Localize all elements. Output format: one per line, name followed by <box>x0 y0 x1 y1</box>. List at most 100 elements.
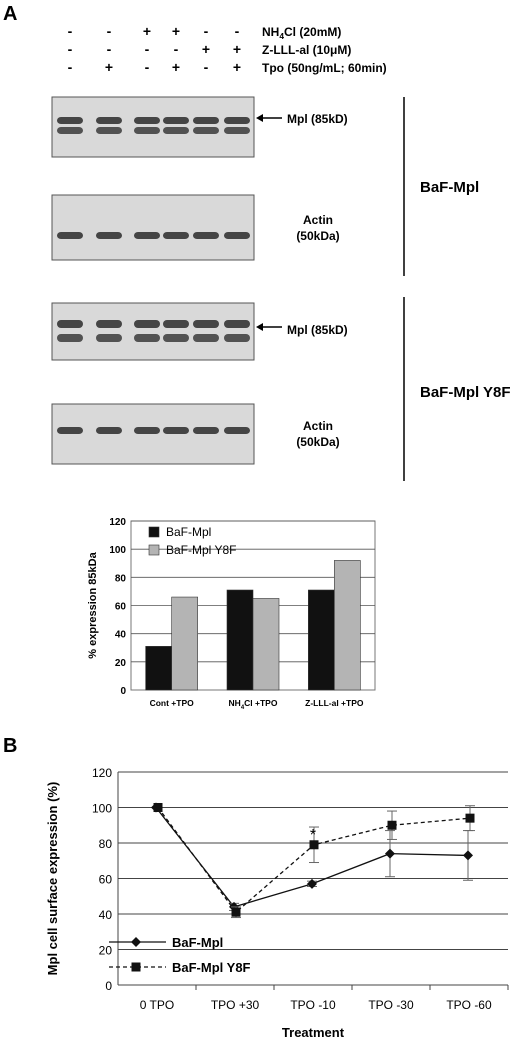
panel-a-letter: A <box>3 3 17 25</box>
blot-band <box>57 334 83 342</box>
treatment-sign: - <box>204 59 209 75</box>
y-tick-label: 60 <box>115 602 127 613</box>
bar-baf-mpl-y8f <box>171 596 198 691</box>
actin-label-bottom: Actin <box>303 419 333 433</box>
treatment-sign: + <box>233 41 241 57</box>
blot-band <box>224 334 250 342</box>
treatment-sign: + <box>143 23 151 39</box>
actin-label-top: Actin <box>303 213 333 227</box>
blot-band <box>224 232 250 239</box>
y-tick-label: 80 <box>99 837 113 851</box>
blot-mpl-top <box>51 96 255 158</box>
blot-band <box>96 127 122 134</box>
blot-band <box>57 117 83 124</box>
blot-band <box>224 117 250 124</box>
cell-line-label-bottom: BaF-Mpl Y8F <box>420 384 511 401</box>
legend-marker-square <box>131 962 141 972</box>
line-chart: 0 20 40 60 80 100 120 0 TPO TPO +30 TPO -10 TPO -3… <box>45 766 509 1040</box>
treatment-sign: - <box>145 41 150 57</box>
blot-band <box>163 427 189 434</box>
bar-chart: 0 20 40 60 80 100 120 Cont +TPO NH4Cl +TPO Z-LLL-… <box>87 517 376 711</box>
blot-band <box>96 232 122 239</box>
treatment-sign: + <box>202 41 210 57</box>
blot-band <box>57 232 83 239</box>
legend-swatch <box>148 526 160 538</box>
y-tick-label: 80 <box>115 573 127 584</box>
x-axis-label: Treatment <box>282 1025 345 1040</box>
y-tick-label: 120 <box>92 766 112 780</box>
bar-baf-mpl <box>226 589 254 691</box>
y-tick-label: 20 <box>115 658 127 669</box>
treatment-sign: - <box>68 41 73 57</box>
treatment-sign: + <box>233 59 241 75</box>
marker-diamond <box>385 848 395 859</box>
blot-mpl-bottom <box>51 302 255 361</box>
treatment-label: Z-LLL-al (10μM) <box>262 43 351 57</box>
legend-label: BaF-Mpl <box>166 525 211 539</box>
blot-band <box>163 334 189 342</box>
treatment-sign: - <box>174 41 179 57</box>
blot-band <box>163 117 189 124</box>
blot-band <box>57 320 83 328</box>
treatment-sign: - <box>204 23 209 39</box>
marker-square <box>153 803 163 812</box>
y-axis-label: Mpl cell surface expression (%) <box>45 782 60 976</box>
y-axis-label: % expression 85kDa <box>87 551 99 658</box>
marker-square <box>387 820 397 830</box>
marker-square <box>465 813 475 823</box>
legend-label: BaF-Mpl <box>172 935 223 950</box>
treatment-sign: - <box>107 41 112 57</box>
actin-kda-top: (50kDa) <box>296 229 339 243</box>
marker-diamond <box>307 878 317 889</box>
x-tick-label: TPO -10 <box>290 998 336 1012</box>
blot-band <box>96 320 122 328</box>
blot-band <box>96 117 122 124</box>
treatment-sign: + <box>172 59 180 75</box>
mpl-arrow-top <box>256 114 282 122</box>
mpl-arrow-bottom <box>256 323 282 331</box>
treatment-sign: - <box>145 59 150 75</box>
bar-baf-mpl <box>145 646 172 691</box>
blot-band <box>163 127 189 134</box>
treatment-sign: + <box>105 59 113 75</box>
mpl-label-bottom: Mpl (85kD) <box>287 323 348 337</box>
actin-kda-bottom: (50kDa) <box>296 435 339 449</box>
blot-actin-bottom <box>51 403 255 465</box>
blot-band <box>193 232 219 239</box>
marker-square <box>309 840 319 850</box>
blot-band <box>224 127 250 134</box>
y-tick-label: 120 <box>109 517 126 528</box>
x-tick-label: NH4Cl +TPO <box>229 698 278 711</box>
blot-band <box>96 427 122 434</box>
legend-marker-diamond <box>131 937 141 947</box>
x-tick-label: 0 TPO <box>140 998 174 1012</box>
legend-swatch <box>148 544 160 556</box>
y-tick-label: 40 <box>115 630 127 641</box>
blot-band <box>134 117 160 124</box>
blot-band <box>193 127 219 134</box>
treatment-sign: + <box>172 23 180 39</box>
y-tick-label: 0 <box>120 686 126 697</box>
bar-baf-mpl <box>308 589 335 691</box>
blot-band <box>224 320 250 328</box>
blot-band <box>193 427 219 434</box>
blot-band <box>96 334 122 342</box>
treatment-label: NH4Cl (20mM) <box>262 25 341 41</box>
y-tick-label: 0 <box>105 979 112 993</box>
legend-label: BaF-Mpl Y8F <box>172 960 251 975</box>
y-tick-label: 100 <box>109 545 126 556</box>
blot-band <box>57 127 83 134</box>
blot-actin-top <box>51 194 255 261</box>
blot-band <box>193 334 219 342</box>
y-tick-label: 60 <box>99 873 113 887</box>
blot-band <box>163 320 189 328</box>
marker-square <box>231 907 241 917</box>
y-tick-label: 20 <box>99 944 113 958</box>
x-tick-label: TPO +30 <box>211 998 260 1012</box>
blot-band <box>134 320 160 328</box>
blot-band <box>134 334 160 342</box>
blot-band <box>163 232 189 239</box>
blot-band <box>134 127 160 134</box>
treatment-sign: - <box>107 23 112 39</box>
